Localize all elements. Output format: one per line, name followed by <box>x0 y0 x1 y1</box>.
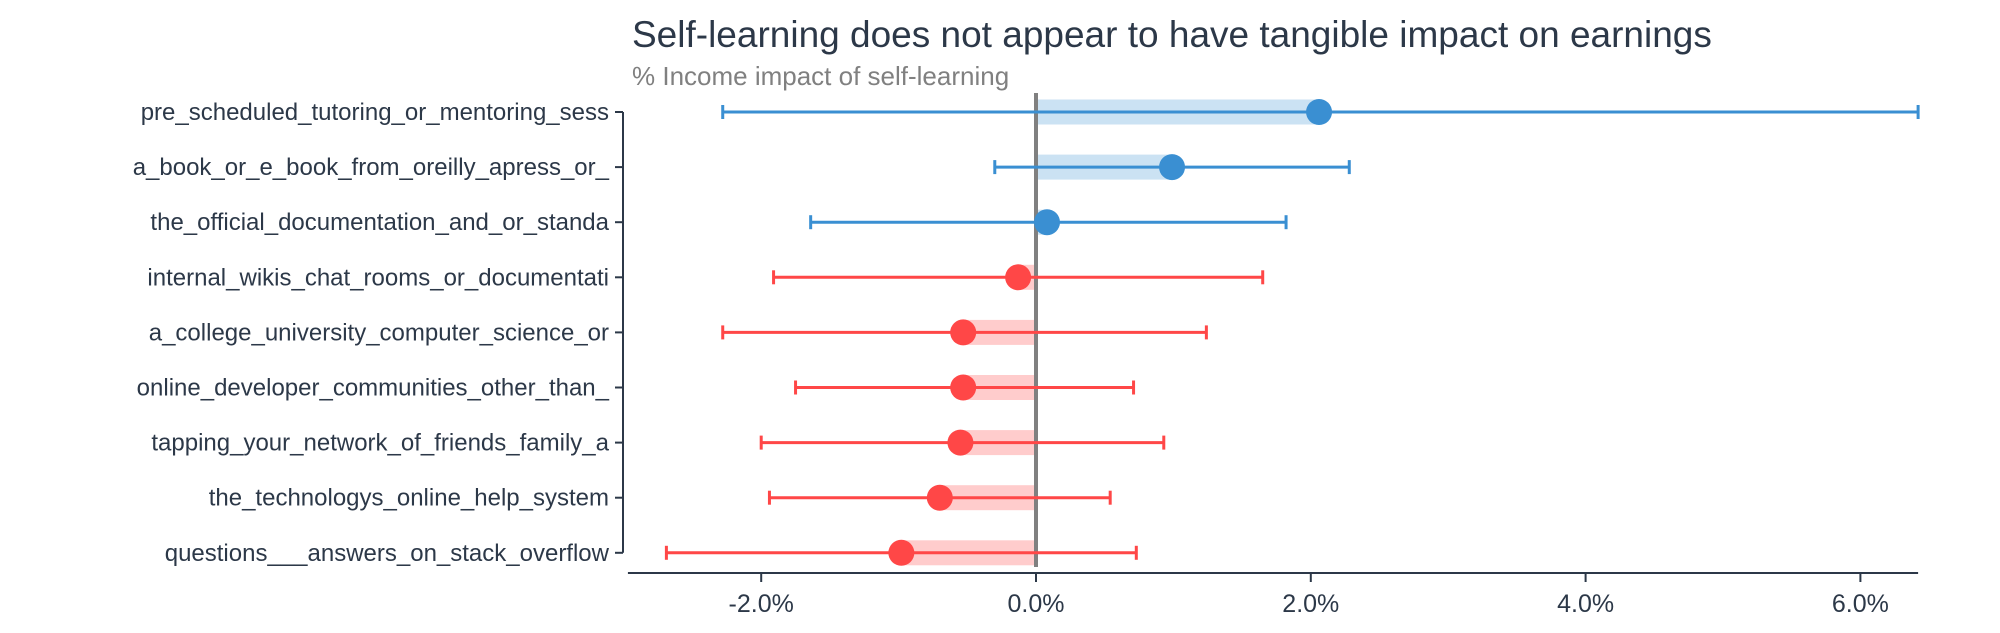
data-point <box>1306 99 1333 125</box>
data-point <box>1033 209 1060 236</box>
data-point <box>888 539 915 566</box>
x-tick-label: 0.0% <box>1008 590 1065 618</box>
data-point <box>950 374 977 401</box>
y-tick-label: a_college_university_computer_science_or <box>149 319 609 346</box>
x-tick-label: 2.0% <box>1282 590 1339 618</box>
x-tick-label: -2.0% <box>729 590 794 618</box>
data-point <box>1005 264 1032 291</box>
y-tick-label: online_developer_communities_other_than_ <box>137 375 610 402</box>
y-tick-label: questions___answers_on_stack_overflow <box>165 540 610 567</box>
data-point <box>950 319 977 346</box>
chart-title: Self-learning does not appear to have ta… <box>632 14 1712 55</box>
data-point <box>947 429 974 456</box>
y-tick-label: the_technologys_online_help_system <box>209 485 609 512</box>
y-tick-label: the_official_documentation_and_or_standa <box>150 209 609 236</box>
data-point <box>1159 154 1186 181</box>
x-tick-label: 4.0% <box>1557 590 1614 618</box>
chart-subtitle: % Income impact of self-learning <box>632 61 1009 91</box>
y-tick-label: internal_wikis_chat_rooms_or_documentati <box>147 264 609 291</box>
y-tick-label: a_book_or_e_book_from_oreilly_apress_or_ <box>133 154 610 181</box>
y-tick-label: tapping_your_network_of_friends_family_a <box>151 430 609 457</box>
data-point <box>926 484 953 511</box>
y-tick-label: pre_scheduled_tutoring_or_mentoring_sess <box>141 99 609 126</box>
x-tick-label: 6.0% <box>1832 590 1889 618</box>
